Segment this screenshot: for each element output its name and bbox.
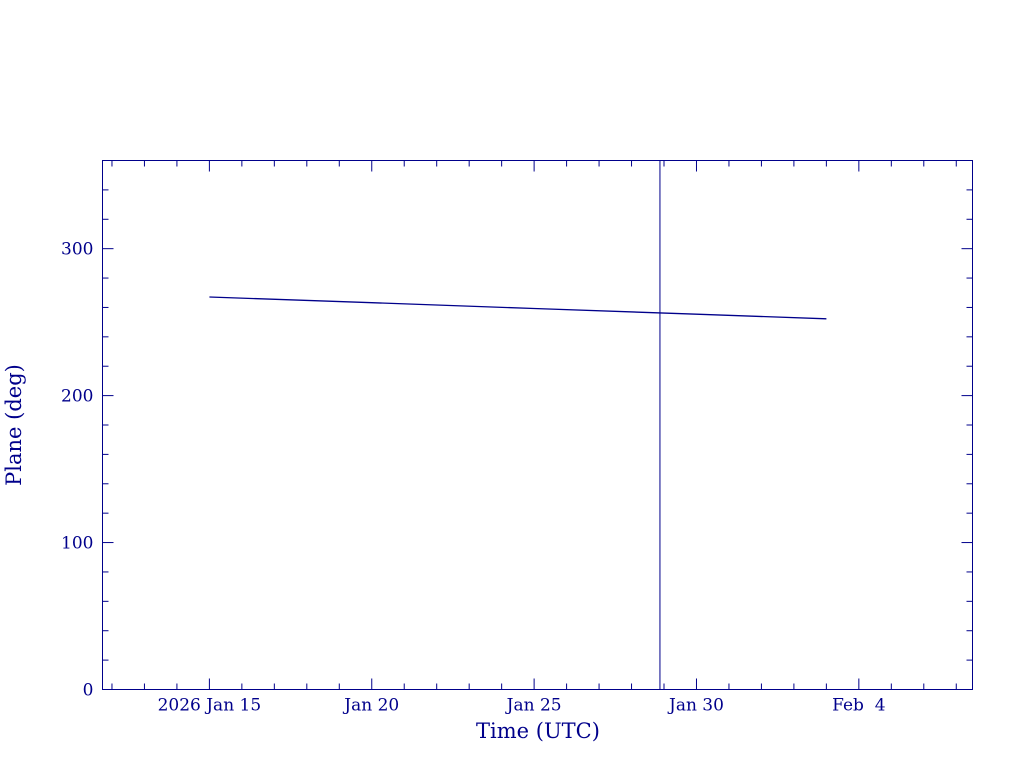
series-layer [209,160,827,690]
y-tick-label: 100 [61,534,93,554]
y-axis-title: Plane (deg) [2,364,26,486]
y-tick-label: 300 [61,240,93,260]
x-tick-label: Jan 25 [505,696,562,716]
x-tick-label: Jan 20 [342,696,399,716]
plane-series-line [209,296,827,320]
x-axis-title: Time (UTC) [476,719,600,743]
plot-frame [102,160,973,690]
y-tick-label: 200 [61,387,93,407]
ticks-layer [102,160,973,690]
labels-layer: 0 100 200 300 2026 Jan 15 Jan 20 Jan 25 Jan 30 F… [61,240,886,716]
x-tick-label: Jan 30 [667,696,724,716]
x-tick-label: Feb 4 [832,696,885,716]
x-tick-label: 2026 Jan 15 [158,696,262,716]
y-tick-label: 0 [83,681,94,701]
